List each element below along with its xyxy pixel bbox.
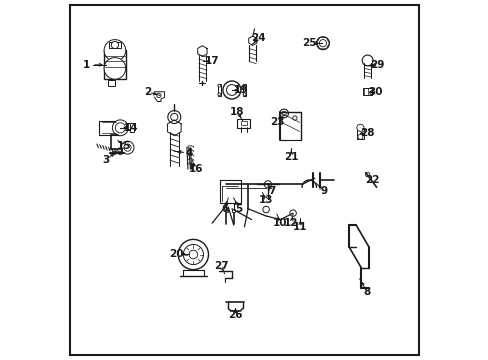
Bar: [363, 88, 372, 95]
Text: 16: 16: [188, 164, 203, 174]
Circle shape: [112, 120, 128, 136]
Text: 13: 13: [258, 195, 273, 205]
Circle shape: [121, 141, 134, 154]
Circle shape: [264, 181, 271, 188]
Bar: [231, 209, 235, 212]
Circle shape: [189, 250, 197, 259]
Circle shape: [243, 93, 245, 96]
Text: 26: 26: [228, 310, 242, 320]
Circle shape: [111, 41, 118, 49]
Bar: [219, 180, 240, 203]
Circle shape: [115, 123, 125, 133]
Text: 5: 5: [235, 204, 242, 214]
Circle shape: [104, 58, 125, 79]
Circle shape: [226, 85, 237, 95]
Circle shape: [156, 93, 161, 98]
Text: 30: 30: [368, 87, 383, 97]
Text: 2: 2: [143, 87, 151, 97]
Polygon shape: [154, 92, 164, 102]
Circle shape: [362, 55, 372, 66]
Text: 15: 15: [117, 141, 131, 151]
Circle shape: [178, 239, 208, 270]
Text: 24: 24: [251, 33, 265, 43]
Bar: [237, 119, 249, 128]
Circle shape: [319, 40, 326, 47]
Circle shape: [282, 111, 285, 116]
Circle shape: [167, 111, 181, 123]
Circle shape: [289, 210, 296, 216]
Circle shape: [104, 40, 125, 61]
Bar: [224, 209, 228, 212]
Circle shape: [170, 113, 178, 121]
Text: 11: 11: [292, 222, 307, 232]
Text: 17: 17: [204, 56, 219, 66]
Bar: [130, 123, 133, 132]
Text: 8: 8: [363, 287, 370, 297]
Circle shape: [223, 81, 241, 99]
Text: 19: 19: [233, 85, 247, 95]
Bar: [107, 80, 115, 86]
Polygon shape: [167, 120, 181, 136]
Circle shape: [279, 109, 288, 118]
Text: 9: 9: [320, 186, 326, 196]
Text: 23: 23: [269, 117, 284, 127]
Circle shape: [183, 244, 203, 265]
Text: 25: 25: [302, 38, 316, 48]
Circle shape: [316, 37, 329, 50]
Bar: [99, 121, 120, 135]
Circle shape: [263, 206, 269, 213]
Bar: [104, 50, 125, 79]
Polygon shape: [248, 36, 256, 45]
Polygon shape: [197, 46, 206, 57]
Bar: [125, 123, 131, 129]
Text: 20: 20: [168, 249, 183, 259]
Text: 27: 27: [213, 261, 228, 271]
Bar: [242, 84, 246, 96]
Circle shape: [123, 144, 131, 151]
Circle shape: [218, 84, 220, 87]
Bar: [240, 121, 246, 125]
Text: 18: 18: [229, 107, 244, 117]
Circle shape: [112, 151, 116, 155]
Circle shape: [365, 172, 369, 177]
Text: 14: 14: [123, 123, 138, 133]
Text: 6: 6: [221, 204, 228, 214]
Text: 29: 29: [370, 60, 384, 70]
Text: 1: 1: [82, 60, 89, 70]
Circle shape: [292, 116, 296, 120]
Text: 10: 10: [273, 218, 287, 228]
Text: 12: 12: [284, 218, 298, 228]
Bar: [217, 84, 221, 96]
Circle shape: [118, 151, 122, 155]
Bar: [108, 42, 121, 48]
Circle shape: [357, 134, 362, 139]
Circle shape: [218, 93, 220, 96]
Bar: [356, 128, 363, 139]
Text: 22: 22: [365, 175, 379, 185]
Text: 28: 28: [359, 128, 373, 138]
Circle shape: [243, 84, 245, 87]
Text: 4: 4: [184, 148, 192, 158]
Text: 7: 7: [267, 186, 275, 196]
Circle shape: [356, 124, 363, 131]
Text: 21: 21: [284, 152, 298, 162]
Text: 3: 3: [102, 155, 109, 165]
